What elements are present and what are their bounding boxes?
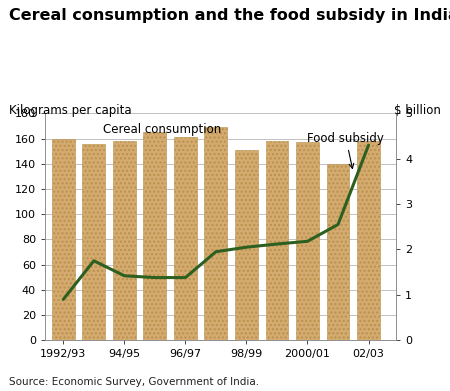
Bar bbox=[113, 141, 136, 340]
Text: Cereal consumption and the food subsidy in India: Cereal consumption and the food subsidy … bbox=[9, 8, 450, 23]
Text: Kilograms per capita: Kilograms per capita bbox=[9, 104, 131, 117]
Bar bbox=[296, 142, 319, 340]
Text: Cereal consumption: Cereal consumption bbox=[103, 124, 221, 136]
Text: $ billion: $ billion bbox=[394, 104, 441, 117]
Bar bbox=[266, 141, 288, 340]
Bar bbox=[82, 143, 105, 340]
Bar bbox=[327, 164, 350, 340]
Bar bbox=[144, 132, 166, 340]
Text: Food subsidy: Food subsidy bbox=[307, 132, 384, 169]
Bar bbox=[357, 141, 380, 340]
Bar bbox=[52, 138, 75, 340]
Bar bbox=[204, 127, 227, 340]
Bar bbox=[235, 150, 258, 340]
Text: Source: Economic Survey, Government of India.: Source: Economic Survey, Government of I… bbox=[9, 377, 259, 387]
Bar bbox=[174, 137, 197, 340]
